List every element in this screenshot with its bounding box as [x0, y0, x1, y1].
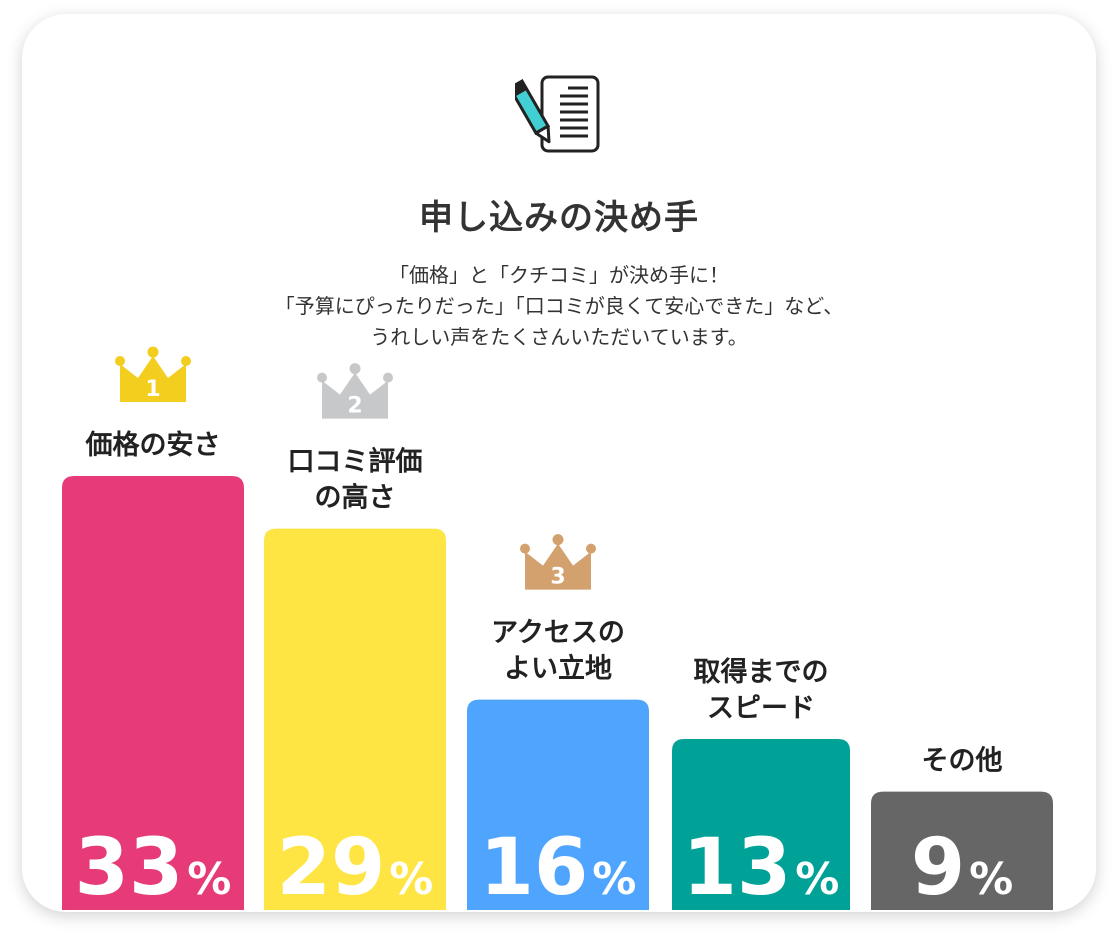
category-label: 取得までの	[694, 657, 829, 688]
category-label: その他	[922, 746, 1003, 777]
category-label: スピード	[707, 693, 815, 724]
rank-number: 1	[145, 377, 160, 402]
bar	[62, 476, 244, 910]
bar	[672, 739, 850, 910]
data-label: 16%	[480, 823, 637, 912]
bronze-crown-icon: 3	[520, 534, 596, 590]
data-label: 29%	[277, 823, 434, 912]
chart-description: 「価格」と「クチコミ」が決め手に！ 「予算にぴったりだった」「口コミが良くて安心…	[22, 260, 1096, 353]
data-label: 13%	[683, 823, 840, 912]
gold-crown-icon: 1	[115, 346, 191, 403]
bar	[871, 791, 1053, 910]
category-label: アクセスの	[491, 618, 625, 649]
description-line: うれしい声をたくさんいただいています。	[370, 325, 748, 349]
chart-card: 申し込みの決め手 「価格」と「クチコミ」が決め手に！ 「予算にぴったりだった」「…	[22, 14, 1096, 912]
bar	[467, 699, 649, 910]
description-line: 「価格」と「クチコミ」が決め手に！	[389, 263, 729, 287]
category-label: の高さ	[315, 482, 396, 514]
bar	[264, 528, 446, 910]
chart-title: 申し込みの決め手	[419, 198, 699, 238]
document-pen-icon	[515, 75, 600, 153]
silver-crown-icon: 2	[317, 363, 393, 419]
data-label: 9%	[911, 823, 1013, 912]
category-label: 価格の安さ	[85, 430, 221, 461]
rank-number: 2	[347, 394, 362, 419]
description-line: 「予算にぴったりだった」「口コミが良くて安心できた」など、	[274, 294, 844, 318]
category-label: よい立地	[504, 653, 612, 685]
data-label: 33%	[75, 823, 232, 912]
category-label: 口コミ評価	[288, 446, 423, 478]
rank-number: 3	[550, 565, 565, 590]
